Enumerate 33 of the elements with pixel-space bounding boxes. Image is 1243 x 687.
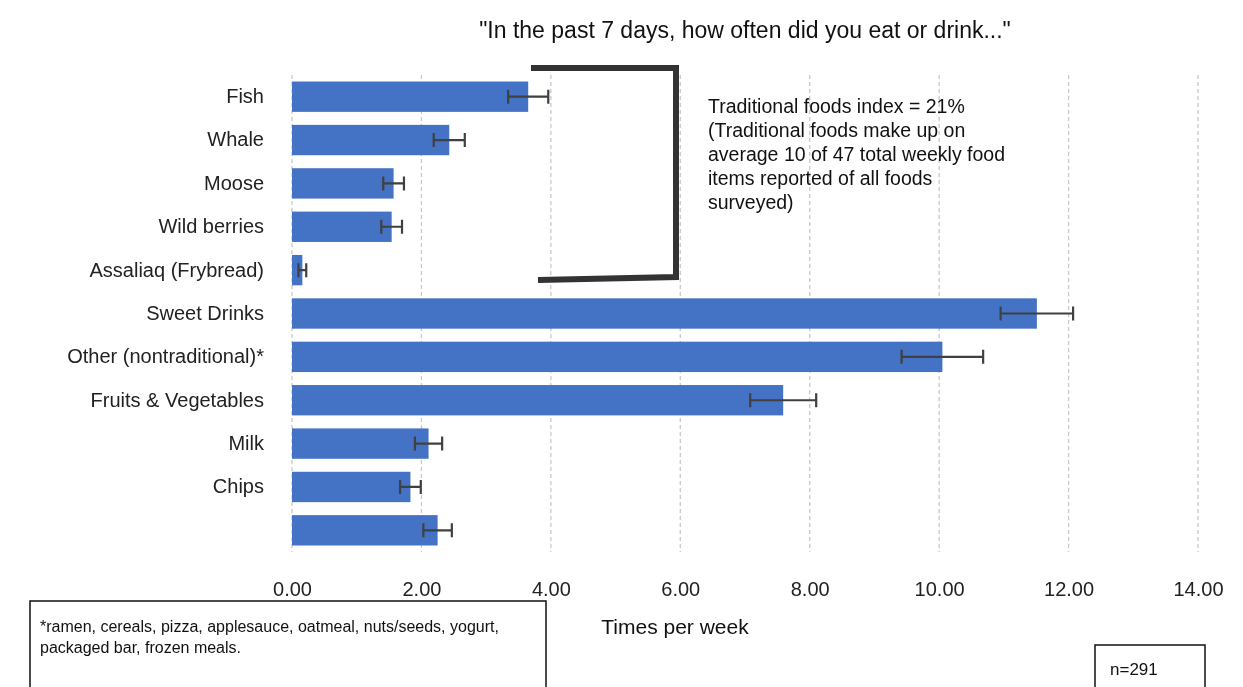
x-tick-label: 4.00 [531, 578, 571, 601]
x-axis-title: Times per week [601, 615, 750, 638]
x-tick-label: 8.00 [790, 578, 830, 601]
text: *ramen, cereals, pizza, applesauce, oatmeal, nuts/seeds, yogurt, packaged bar, frozen meals. [40, 618, 499, 656]
chart-title: "In the past 7 days, how often did you eat or drink..." [479, 17, 1011, 43]
bar [292, 341, 943, 373]
x-tick-label: 10.00 [914, 578, 965, 601]
bar [292, 124, 450, 156]
bar [292, 211, 392, 242]
x-tick-label: 2.00 [402, 578, 442, 601]
y-tick-label: Moose [203, 171, 264, 194]
x-tick-label: 14.00 [1173, 578, 1224, 601]
y-tick-label: Milk [228, 431, 265, 454]
bar [292, 81, 529, 112]
x-tick-label: 6.00 [661, 578, 701, 601]
bar [292, 385, 784, 416]
bar [292, 471, 411, 503]
y-tick-label: Other (nontraditional)* [67, 345, 265, 368]
y-tick-label: Assaliaq (Frybread) [89, 258, 264, 281]
y-tick-label: Fish [226, 85, 264, 108]
bar [292, 515, 438, 546]
y-tick-label: Wild berries [158, 215, 264, 238]
x-tick-label: 0.00 [273, 578, 312, 601]
y-tick-label: Chips [212, 475, 264, 498]
x-tick-label: 12.00 [1044, 578, 1095, 601]
bar [292, 168, 394, 199]
y-tick-label: Whale [207, 128, 264, 151]
bar [292, 298, 1037, 329]
y-tick-label: Fruits & Vegetables [90, 388, 264, 411]
text: n=291 [1110, 660, 1158, 679]
y-tick-label: Sweet Drinks [146, 301, 264, 324]
bar [292, 428, 429, 459]
annotation: Traditional foods index = 21% (Traditional foods make up on average 10 of 47 total weekly food items reported of all foods surveyed) [708, 95, 1006, 213]
